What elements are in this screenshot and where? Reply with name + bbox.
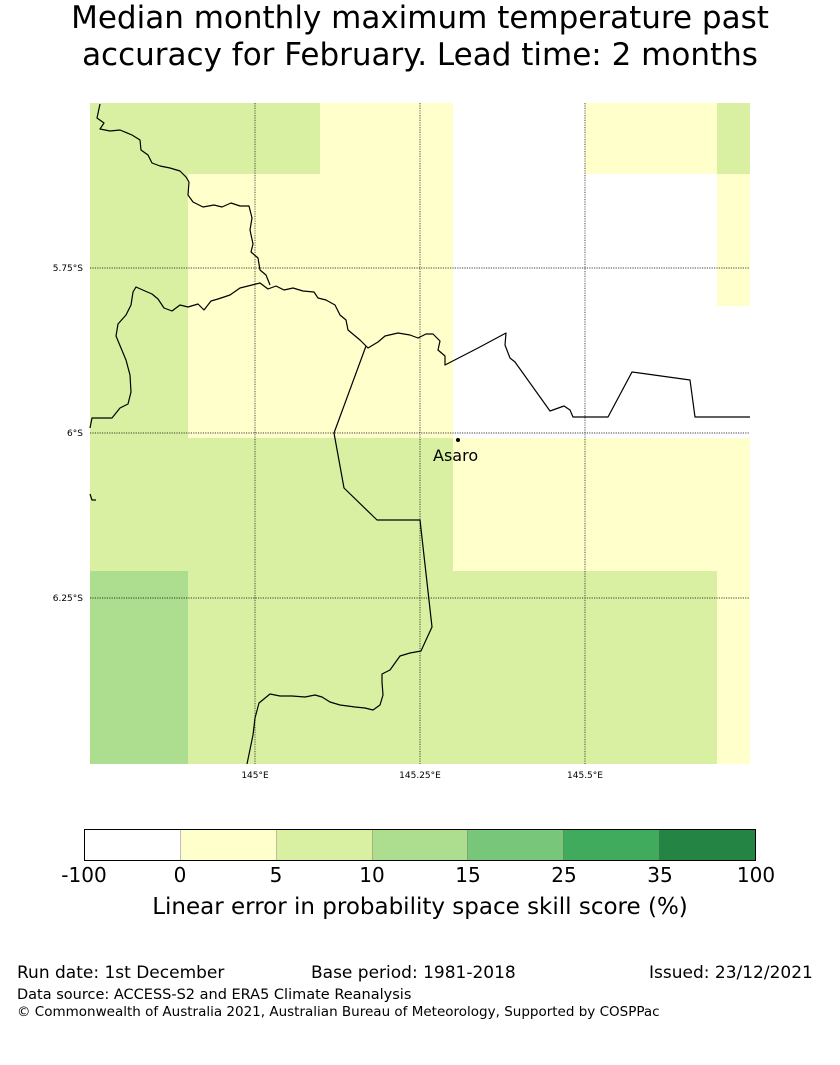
data-source: Data source: ACCESS-S2 and ERA5 Climate … — [17, 987, 412, 1003]
cell — [90, 438, 453, 571]
colorbar-tick: 25 — [551, 863, 577, 887]
skill-cells — [90, 103, 750, 764]
colorbar-tick: 35 — [647, 863, 673, 887]
colorbar-segment — [660, 830, 756, 860]
run-date: Run date: 1st December — [17, 963, 225, 983]
base-period: Base period: 1981-2018 — [311, 963, 516, 983]
cell — [90, 174, 188, 438]
copyright: © Commonwealth of Australia 2021, Austra… — [17, 1004, 660, 1020]
chart-title: Median monthly maximum temperature past … — [0, 0, 840, 74]
graticule — [90, 103, 750, 764]
colorbar-segment — [180, 830, 277, 860]
cell — [717, 571, 750, 764]
cell — [453, 438, 750, 571]
colorbar-segment — [564, 830, 661, 860]
cell — [188, 174, 453, 438]
colorbar-label: Linear error in probability space skill … — [152, 894, 688, 920]
title-line-2: accuracy for February. Lead time: 2 mont… — [82, 37, 758, 73]
cell — [90, 571, 188, 764]
colorbar-tick: -100 — [61, 863, 107, 887]
colorbar — [84, 829, 756, 861]
cell — [188, 571, 717, 764]
colorbar-segment — [468, 830, 565, 860]
colorbar-tick: 15 — [455, 863, 481, 887]
cell — [320, 103, 453, 174]
issued-date: Issued: 23/12/2021 — [649, 963, 813, 983]
colorbar-tick: 10 — [359, 863, 385, 887]
skill-map: Asaro 5.75°S 6°S 6.25°S 145°E 145.25°E 1… — [53, 103, 750, 781]
lon-tick-label: 145.25°E — [399, 771, 441, 781]
colorbar-tick: 5 — [269, 863, 283, 887]
lat-tick-label: 6.25°S — [53, 594, 84, 604]
colorbar-segment — [372, 830, 469, 860]
cell — [717, 174, 750, 306]
province-borders — [89, 103, 750, 765]
cell — [585, 103, 717, 174]
colorbar-tick: 100 — [736, 863, 776, 887]
border-line — [246, 345, 433, 765]
cell — [717, 103, 750, 174]
lon-tick-label: 145.5°E — [567, 771, 603, 781]
lat-tick-label: 6°S — [67, 429, 83, 439]
border-line — [89, 493, 96, 501]
border-line — [89, 282, 750, 429]
border-line — [96, 103, 271, 286]
lon-tick-label: 145°E — [241, 771, 269, 781]
place-label-asaro: Asaro — [433, 446, 478, 465]
colorbar-segment — [85, 830, 181, 860]
colorbar-segment — [276, 830, 373, 860]
title-line-1: Median monthly maximum temperature past — [71, 0, 769, 36]
asaro-marker — [456, 438, 460, 442]
cell — [90, 103, 320, 174]
colorbar-tick: 0 — [173, 863, 187, 887]
lat-tick-label: 5.75°S — [53, 264, 84, 274]
